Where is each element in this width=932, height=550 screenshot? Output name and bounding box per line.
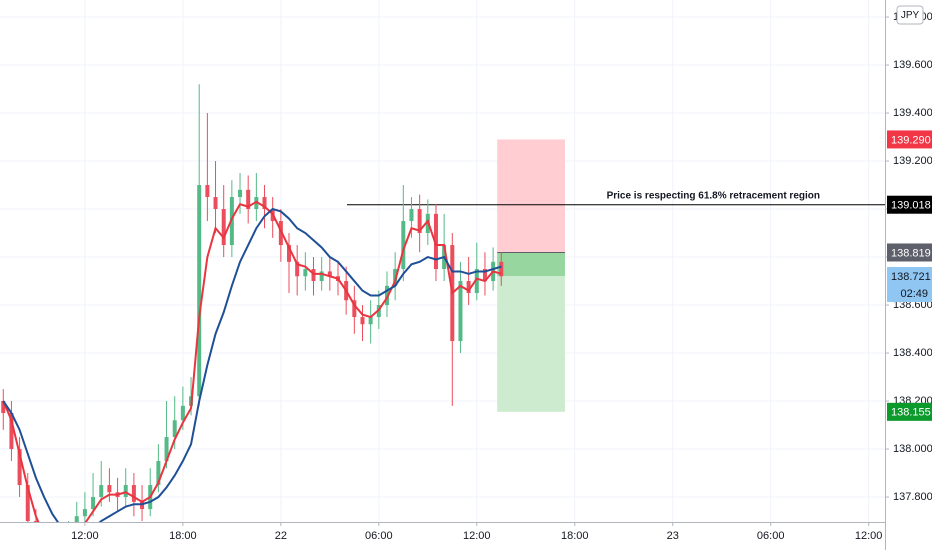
candle-body: [91, 497, 96, 510]
x-tick-label: 18:00: [561, 530, 589, 542]
candle-body: [384, 285, 389, 306]
candle-body: [197, 185, 202, 397]
candle-body: [319, 271, 324, 282]
candle-body: [482, 269, 487, 282]
candle-body: [164, 437, 169, 462]
x-tick-label: 22: [275, 530, 287, 542]
x-tick-label: 06:00: [365, 530, 393, 542]
candle-body: [156, 461, 161, 486]
x-tick-label: 23: [667, 530, 679, 542]
candle-body: [401, 221, 406, 270]
candle-body: [180, 405, 185, 421]
y-tick-label: 139.400: [893, 107, 932, 119]
candle-body: [140, 501, 145, 510]
price-label-bg: [887, 402, 932, 421]
candle-body: [303, 269, 308, 277]
candle-body: [368, 317, 373, 325]
x-tick-label: 18:00: [169, 530, 197, 542]
candle-body: [466, 281, 471, 294]
candle-body: [246, 189, 251, 210]
price-label-bg: [887, 267, 932, 285]
candle-body: [74, 516, 79, 522]
candle-body: [262, 197, 267, 210]
candle-body: [327, 271, 332, 277]
candle-body: [311, 269, 316, 282]
price-label: 138.155: [891, 407, 931, 419]
y-tick-label: 138.000: [893, 443, 932, 455]
moving-average: [2, 200, 502, 522]
candle-body: [33, 521, 38, 522]
price-label-bg: [887, 243, 932, 262]
stop-zone: [497, 139, 565, 253]
candle-body: [221, 209, 226, 246]
candle-body: [25, 485, 30, 522]
candle-body: [205, 185, 210, 198]
price-label: 138.721: [891, 271, 931, 283]
x-tick-label: 12:00: [855, 530, 883, 542]
currency: JPY: [901, 10, 920, 21]
moving-average: [2, 207, 502, 522]
candle-body: [9, 413, 14, 450]
candle-body: [82, 509, 87, 517]
price-label: 139.290: [891, 134, 931, 146]
axes: 137.800138.000138.200138.400138.600138.8…: [71, 5, 932, 542]
plot-area: Price is respecting 61.8% retracement re…: [1, 84, 885, 522]
currency-badge: [896, 5, 924, 25]
candle-body: [287, 245, 292, 262]
candle-body: [458, 281, 463, 342]
candle-body: [474, 269, 479, 294]
y-tick-label: 139.600: [893, 59, 932, 71]
candle-body: [360, 317, 365, 325]
open-pnl-zone: [497, 252, 565, 276]
price-label: 138.819: [891, 247, 931, 259]
candle-body: [295, 261, 300, 277]
y-tick-label: 138.400: [893, 347, 932, 359]
candle-body: [238, 189, 243, 198]
candle-body: [409, 209, 414, 222]
candle-body: [433, 213, 438, 270]
candle-body: [254, 197, 259, 210]
price-label: 139.018: [891, 200, 931, 212]
candle-body: [352, 300, 357, 318]
candle-body: [1, 401, 6, 414]
countdown: 02:49: [900, 288, 928, 300]
x-tick-label: 06:00: [757, 530, 785, 542]
target-zone: [497, 252, 565, 412]
price-label-bg: [887, 130, 932, 149]
candle-body: [17, 449, 22, 486]
candle-body: [172, 420, 177, 438]
x-tick-label: 12:00: [71, 530, 99, 542]
annotation-text: Price is respecting 61.8% retracement re…: [607, 190, 820, 201]
countdown-bg: [887, 285, 932, 302]
candle-body: [123, 485, 128, 498]
y-tick-label: 137.800: [893, 491, 932, 503]
candle-body: [107, 485, 112, 493]
candle-body: [213, 197, 218, 210]
candle-body: [99, 485, 104, 498]
candle-body: [131, 485, 136, 502]
y-tick-label: 139.200: [893, 155, 932, 167]
x-tick-label: 12:00: [463, 530, 491, 542]
price-label-bg: [887, 195, 932, 214]
candle-body: [499, 261, 504, 277]
candle-body: [278, 221, 283, 246]
candle-body: [417, 209, 422, 234]
